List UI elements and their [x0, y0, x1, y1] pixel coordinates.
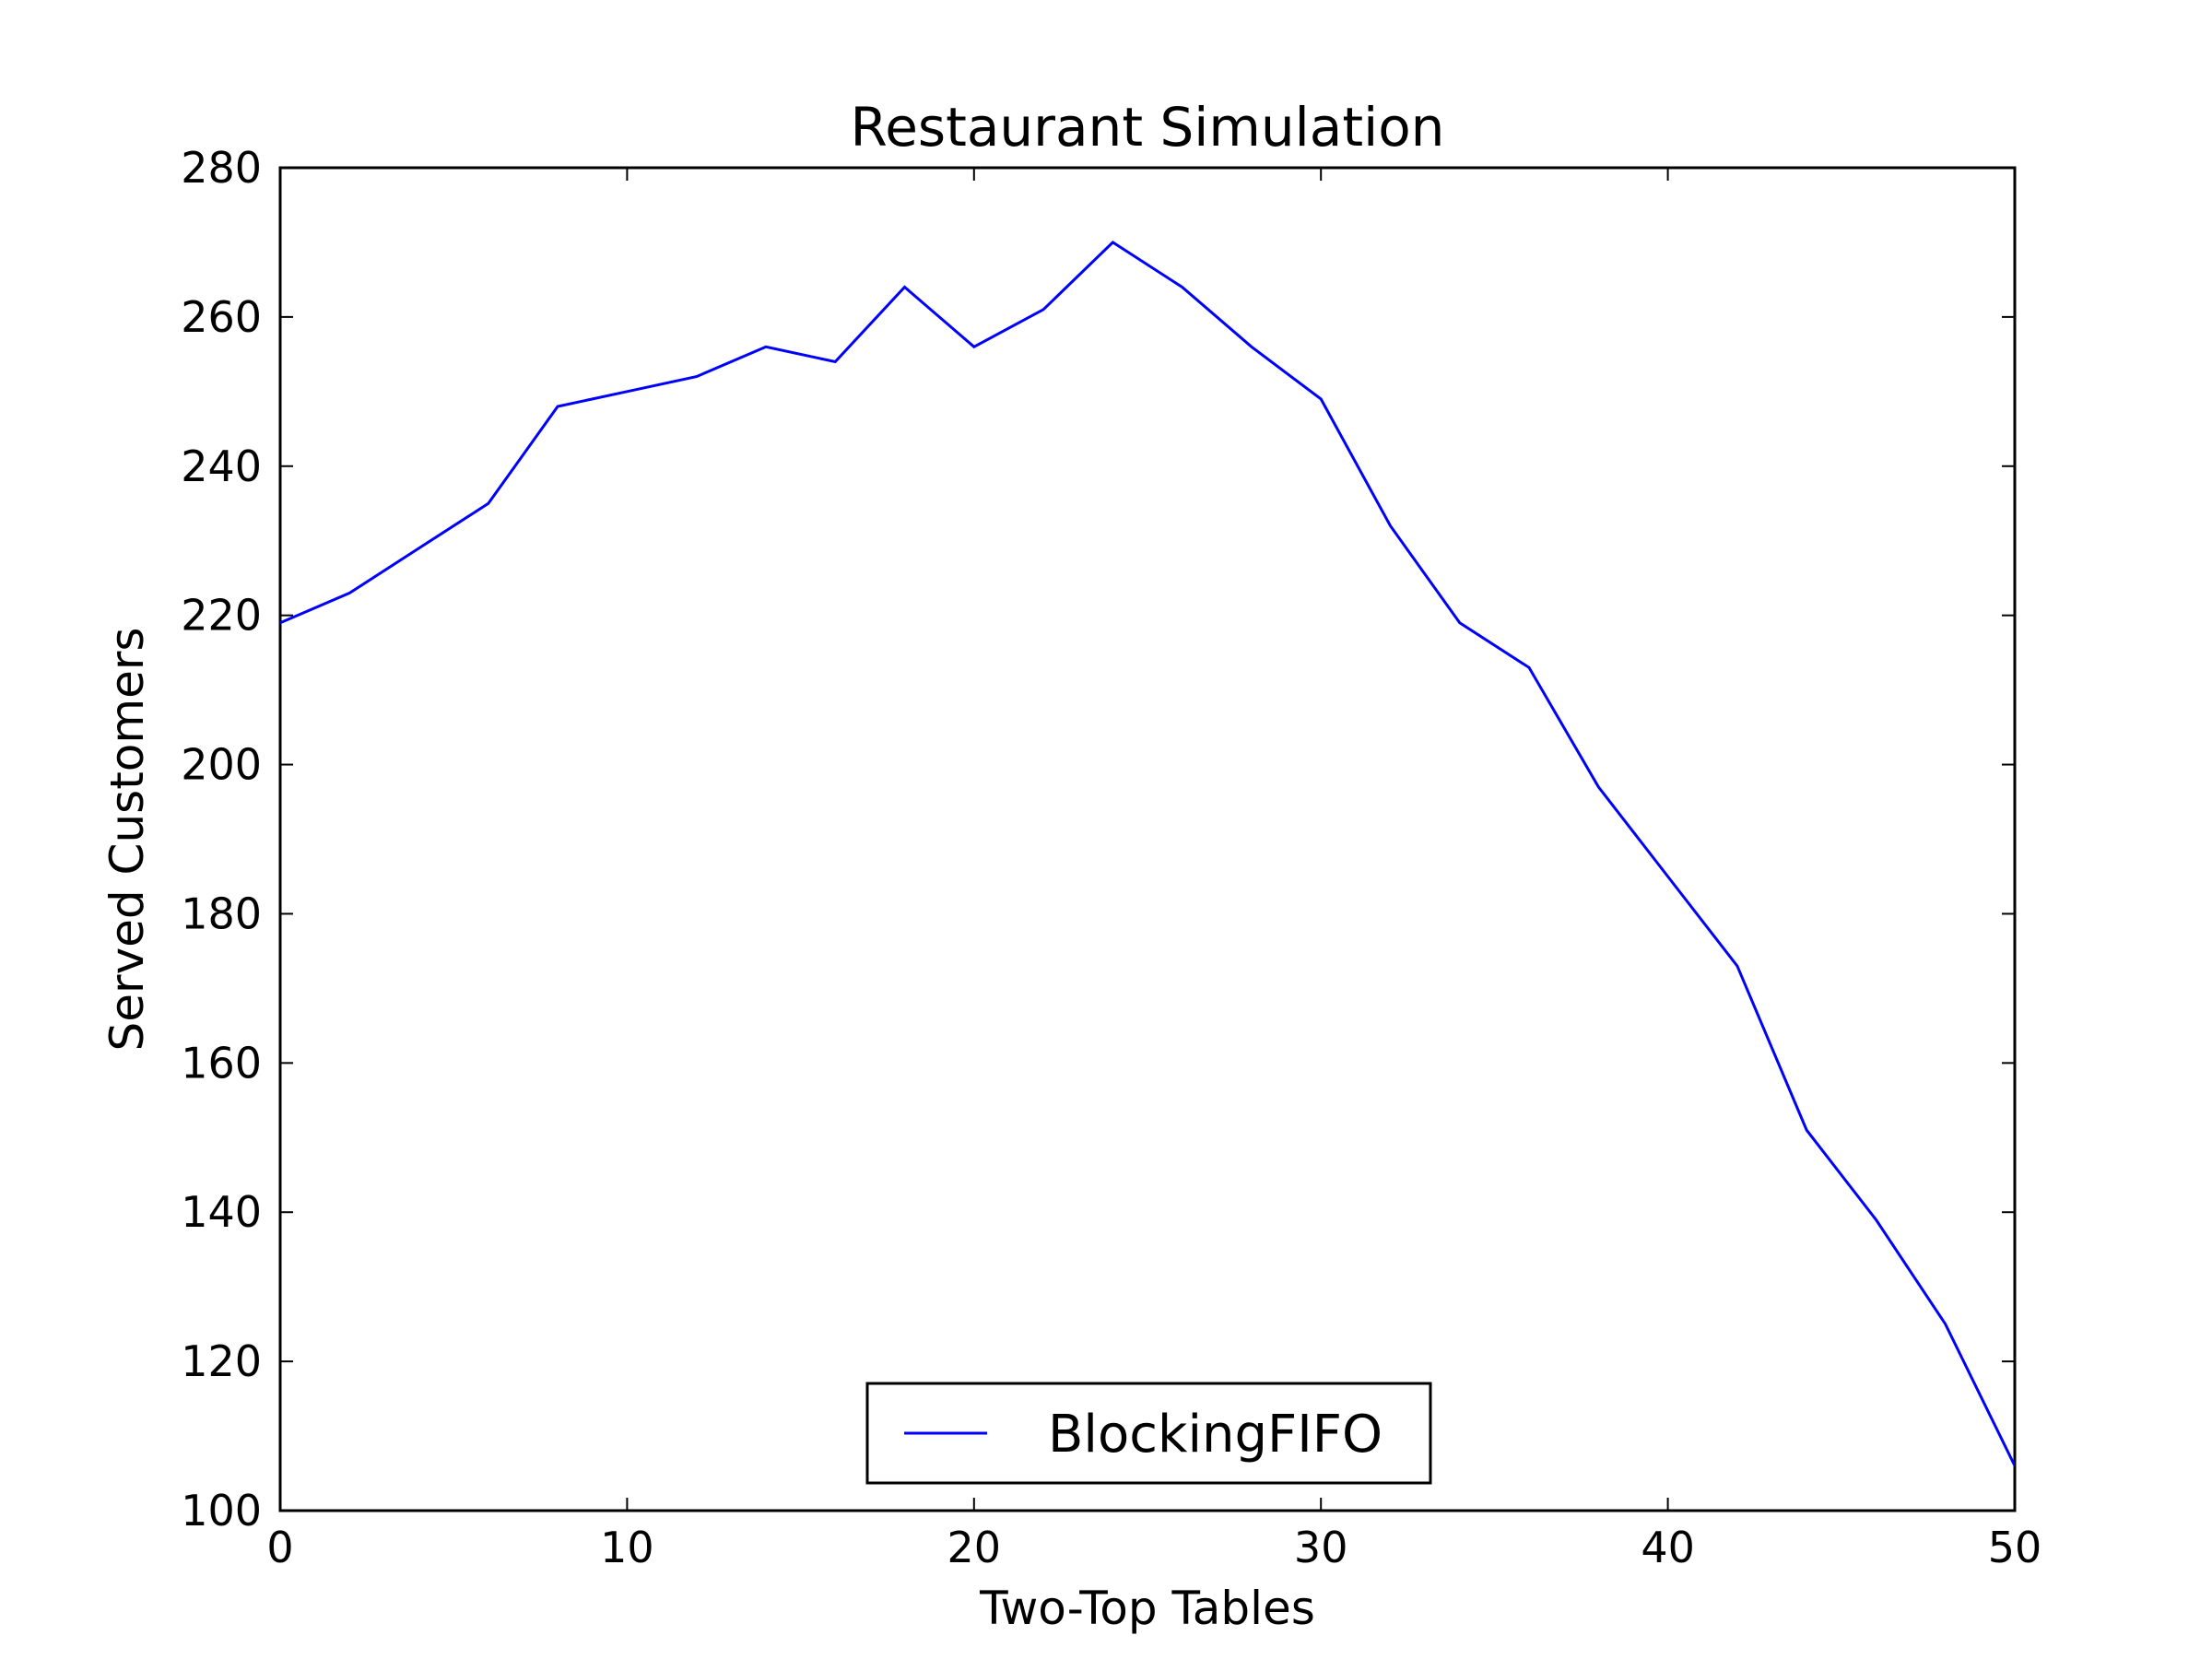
x-axis-title: Two-Top Tables	[979, 1582, 1315, 1635]
chart-title: Restaurant Simulation	[851, 96, 1445, 159]
y-tick-label: 280	[181, 143, 262, 193]
axis-tick-labels: 0 10 20 30 40 50 100 120 140 160 180 200 220 240 260 28…	[181, 143, 2041, 1572]
legend: BlockingFIFO	[865, 1382, 1432, 1485]
x-tick-label: 0	[266, 1523, 293, 1572]
x-tick-label: 20	[947, 1523, 1002, 1572]
y-tick-label: 200	[181, 740, 262, 790]
y-axis-title: Served Customers	[100, 628, 154, 1052]
y-tick-label: 240	[181, 441, 262, 491]
plot-frame	[278, 166, 2017, 1512]
x-tick-label: 30	[1294, 1523, 1348, 1572]
y-tick-label: 120	[181, 1336, 262, 1386]
y-tick-label: 220	[181, 591, 262, 641]
y-tick-label: 180	[181, 888, 262, 938]
series-line-blockingfifo	[280, 240, 2015, 1467]
axis-ticks	[279, 167, 2016, 1512]
y-tick-label: 140	[181, 1187, 262, 1237]
y-tick-label: 260	[181, 292, 262, 342]
x-tick-label: 10	[600, 1523, 654, 1572]
x-tick-label: 40	[1641, 1523, 1695, 1572]
y-tick-label: 160	[181, 1038, 262, 1088]
legend-box	[865, 1382, 1432, 1485]
legend-label-blockingfifo: BlockingFIFO	[1048, 1405, 1382, 1465]
series-lines	[280, 240, 2015, 1467]
y-tick-label: 100	[181, 1486, 262, 1535]
x-tick-label: 50	[1988, 1523, 2042, 1572]
plot-area	[278, 166, 2017, 1512]
